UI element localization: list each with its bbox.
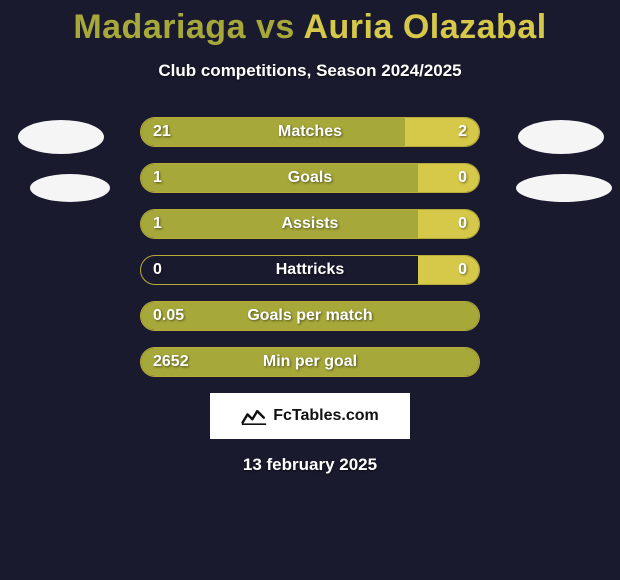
logo-box: FcTables.com: [210, 393, 410, 439]
fctables-icon: [241, 405, 267, 427]
page-title: Madariaga vs Auria Olazabal: [0, 0, 620, 47]
subtitle: Club competitions, Season 2024/2025: [0, 61, 620, 81]
player1-avatar-bottom: [30, 174, 110, 202]
bar-label: Min per goal: [141, 348, 479, 376]
bar-label: Assists: [141, 210, 479, 238]
player2-avatar-top: [518, 120, 604, 154]
stat-bar: 0.05Goals per match: [140, 301, 480, 331]
bar-label: Hattricks: [141, 256, 479, 284]
player2-avatar-bottom: [516, 174, 612, 202]
bar-label: Goals: [141, 164, 479, 192]
player1-name: Madariaga: [73, 8, 246, 46]
player2-name: Auria Olazabal: [303, 8, 546, 46]
stat-bar: 2652Min per goal: [140, 347, 480, 377]
stat-bar: 212Matches: [140, 117, 480, 147]
player1-avatar-top: [18, 120, 104, 154]
vs-text: vs: [256, 8, 295, 46]
stat-bar: 10Assists: [140, 209, 480, 239]
date-text: 13 february 2025: [0, 455, 620, 475]
stat-bar: 00Hattricks: [140, 255, 480, 285]
stat-bars: 212Matches 10Goals 10Assists 00Hattricks 0.0…: [140, 117, 480, 377]
stat-bar: 10Goals: [140, 163, 480, 193]
bar-label: Matches: [141, 118, 479, 146]
logo-text: FcTables.com: [273, 407, 379, 425]
bar-label: Goals per match: [141, 302, 479, 330]
